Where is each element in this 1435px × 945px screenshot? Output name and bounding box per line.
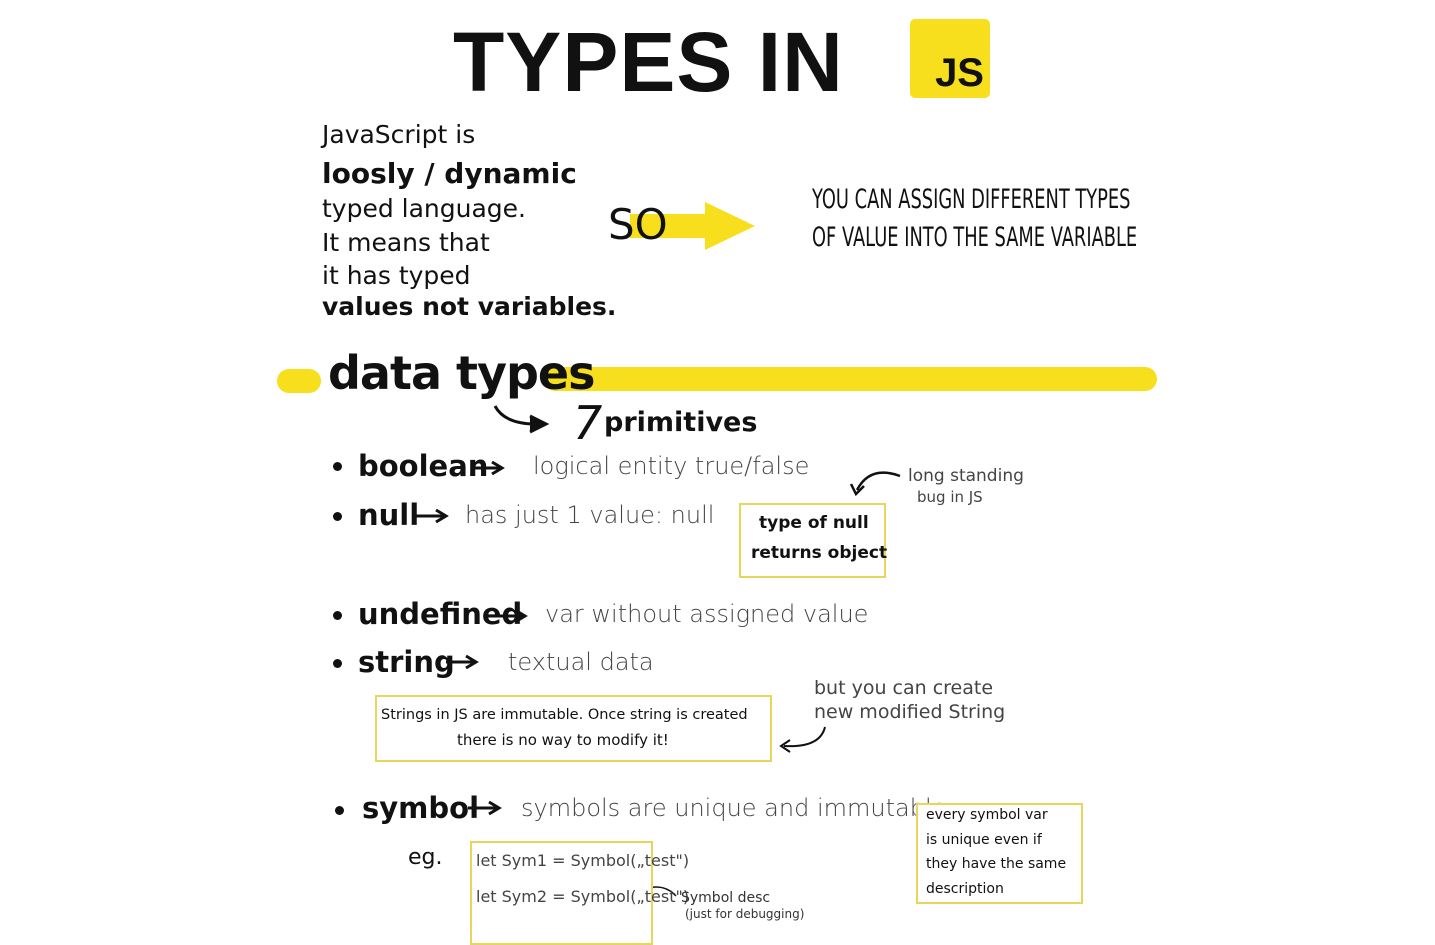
code-box: let Sym1 = Symbol(„test") let Sym2 = Sym… (470, 841, 689, 945)
intro-line: loosly / dynamic (322, 157, 577, 190)
arrow (416, 508, 449, 524)
arrow-head (849, 483, 865, 497)
section-subtitle: primitives (604, 407, 758, 438)
decorations (277, 202, 1157, 897)
type-name: symbol (362, 791, 480, 825)
note-line: long standing (908, 466, 1024, 486)
note-line: Symbol desc (681, 890, 771, 906)
type-name: string (358, 645, 455, 679)
note-line: new modified String (814, 701, 1006, 723)
box-line: returns object (751, 543, 888, 563)
intro-line: It means that (322, 228, 490, 257)
bullet (335, 806, 344, 815)
arrow (446, 654, 479, 670)
curved-arrow (855, 471, 901, 491)
page: TYPES IN JS JavaScript is loosly / dynam… (277, 15, 1157, 945)
so-label: SO (608, 200, 668, 249)
bullet (333, 512, 342, 521)
code-line: let Sym2 = Symbol(„test") (476, 887, 690, 906)
title: TYPES IN (453, 15, 844, 109)
intro-line: typed language. (322, 194, 527, 223)
intro-line: JavaScript is (322, 120, 476, 149)
bullet (333, 659, 342, 668)
string-box: Strings in JS are immutable. Once string… (375, 695, 772, 762)
arrow-head (779, 739, 791, 753)
bullet (333, 611, 342, 620)
type-name: null (358, 498, 420, 532)
null-box: type of null returns object (739, 503, 888, 578)
type-description: var without assigned value (545, 600, 869, 628)
highlight-bar (543, 367, 1157, 391)
primitive-count: 7 (573, 396, 603, 450)
type-name: boolean (358, 449, 489, 483)
arrow (493, 608, 528, 624)
example-label: eg. (408, 845, 443, 870)
type-description: has just 1 value: null (465, 501, 715, 529)
conclusion-line: OF VALUE INTO THE SAME VARIABLE (812, 222, 1138, 253)
curved-arrow (783, 726, 826, 748)
type-name: undefined (358, 597, 523, 631)
yellow-arrow (630, 202, 755, 250)
symbol-box: every symbol var is unique even if they … (916, 803, 1083, 904)
conclusion-line: YOU CAN ASSIGN DIFFERENT TYPES (812, 184, 1131, 215)
bullet (333, 462, 342, 471)
arrows (416, 405, 901, 897)
box-line: every symbol var (926, 807, 1048, 823)
box-line: type of null (759, 513, 869, 533)
arrow-head (529, 414, 550, 434)
box-line: description (926, 881, 1004, 897)
box-line: there is no way to modify it! (457, 731, 669, 749)
section-title: data types (328, 346, 595, 400)
highlight-bar (277, 369, 321, 393)
badge-text: JS (935, 51, 984, 95)
type-description: textual data (508, 648, 654, 676)
box-line: they have the same (926, 856, 1067, 872)
type-description: logical entity true/false (533, 452, 810, 480)
arrow (468, 800, 502, 816)
note-line: bug in JS (917, 488, 983, 506)
box-line: Strings in JS are immutable. Once string… (381, 707, 748, 723)
intro-line: it has typed (322, 261, 471, 290)
arrow (472, 460, 505, 476)
js-badge: JS (910, 19, 990, 98)
intro-line: values not variables. (322, 292, 617, 321)
type-description: symbols are unique and immutable (521, 794, 947, 822)
box-line: is unique even if (926, 832, 1042, 848)
note-line: but you can create (814, 677, 994, 699)
code-line: let Sym1 = Symbol(„test") (476, 851, 690, 870)
note-line: (just for debugging) (685, 907, 805, 921)
